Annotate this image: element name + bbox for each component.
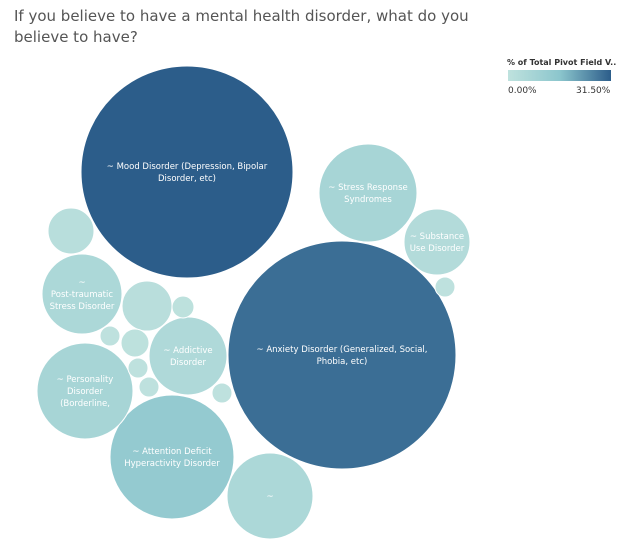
bubble-label: ~ Addictive Disorder <box>163 346 212 368</box>
bubble[interactable]: ~ <box>226 452 314 540</box>
bubble-label: ~ Attention Deficit Hyperactivity Disorde… <box>124 447 220 469</box>
legend-min-label: 0.00% <box>508 86 537 96</box>
bubble[interactable] <box>47 207 95 255</box>
legend-color-ramp <box>508 70 611 81</box>
bubble-circle[interactable] <box>226 452 314 540</box>
chart-title: If you believe to have a mental health d… <box>14 7 469 46</box>
bubble-label: ~ Mood Disorder (Depression, Bipolar Diso… <box>107 162 268 184</box>
bubble-label: ~ Personality Disorder (Borderline, <box>57 375 114 409</box>
bubble-circle[interactable] <box>227 240 457 470</box>
bubble[interactable] <box>434 276 456 298</box>
bubble-circle[interactable] <box>171 295 195 319</box>
bubble[interactable] <box>127 357 149 379</box>
bubble-circle[interactable] <box>41 253 123 335</box>
bubble[interactable]: ~ Anxiety Disorder (Generalized, Social,… <box>227 240 457 470</box>
bubble-circle[interactable] <box>109 394 235 520</box>
bubble-label: ~ Substance Use Disorder <box>410 232 465 254</box>
bubble-circle[interactable] <box>120 328 150 358</box>
bubble[interactable] <box>99 325 121 347</box>
bubble[interactable]: ~ Attention Deficit Hyperactivity Disorde… <box>109 394 235 520</box>
bubble[interactable] <box>121 280 173 332</box>
bubble[interactable] <box>171 295 195 319</box>
bubble-circle[interactable] <box>127 357 149 379</box>
bubble-label: ~ Stress Response Syndromes <box>328 183 407 205</box>
bubble-circle[interactable] <box>47 207 95 255</box>
bubble[interactable]: ~ Mood Disorder (Depression, Bipolar Diso… <box>80 65 294 279</box>
bubble-circle[interactable] <box>403 208 471 276</box>
bubble-circle[interactable] <box>148 316 228 396</box>
bubble-circle[interactable] <box>121 280 173 332</box>
bubble[interactable]: ~ Addictive Disorder <box>148 316 228 396</box>
bubble-label: ~ <box>266 492 273 502</box>
bubble-circle[interactable] <box>138 376 160 398</box>
bubble-label: ~ Post-traumatic Stress Disorder <box>50 278 115 312</box>
bubble[interactable] <box>211 382 233 404</box>
bubble[interactable]: ~ Post-traumatic Stress Disorder <box>41 253 123 335</box>
legend-title: % of Total Pivot Field V.. <box>507 58 617 67</box>
bubble[interactable] <box>138 376 160 398</box>
bubble[interactable] <box>120 328 150 358</box>
bubble-circle[interactable] <box>318 143 418 243</box>
bubble-circle[interactable] <box>99 325 121 347</box>
bubble-label: ~ Anxiety Disorder (Generalized, Social,… <box>257 345 428 367</box>
bubble[interactable]: ~ Personality Disorder (Borderline, <box>36 342 134 440</box>
bubble-circle[interactable] <box>211 382 233 404</box>
bubble-circle[interactable] <box>434 276 456 298</box>
bubble-circle[interactable] <box>36 342 134 440</box>
bubble-circle[interactable] <box>80 65 294 279</box>
bubble[interactable]: ~ Substance Use Disorder <box>403 208 471 276</box>
legend-max-label: 31.50% <box>576 86 611 96</box>
bubble[interactable]: ~ Stress Response Syndromes <box>318 143 418 243</box>
